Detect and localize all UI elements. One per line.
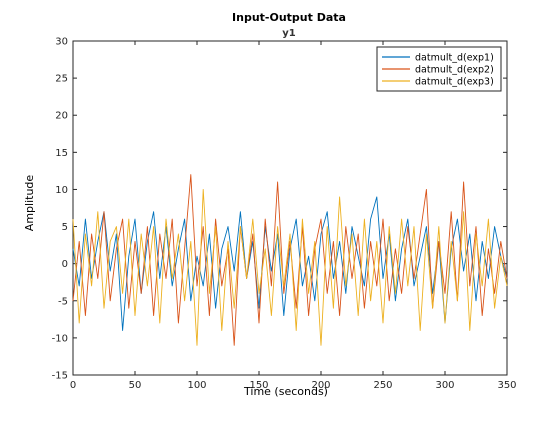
y-tick-label: 25 — [55, 74, 68, 85]
y-axis-label: Amplitude — [23, 175, 36, 232]
chart-title: Input-Output Data — [232, 11, 346, 24]
y-tick-label: 30 — [55, 37, 68, 48]
x-tick-label: 50 — [129, 380, 142, 391]
x-axis-label: Time (seconds) — [243, 385, 328, 398]
legend: datmult_d(exp1)datmult_d(exp2)datmult_d(… — [377, 47, 501, 91]
y-tick-label: -15 — [52, 371, 68, 382]
x-tick-label: 100 — [187, 380, 206, 391]
y-tick-label: 0 — [62, 259, 68, 270]
y-tick-label: -10 — [52, 333, 68, 344]
y-tick-label: 15 — [55, 148, 68, 159]
legend-label-3: datmult_d(exp3) — [415, 77, 494, 88]
x-tick-label: 0 — [70, 380, 76, 391]
legend-label-1: datmult_d(exp1) — [415, 53, 494, 64]
y-tick-label: 20 — [55, 111, 68, 122]
y-tick-label: 5 — [62, 222, 68, 233]
y-tick-label: 10 — [55, 185, 68, 196]
chart-subtitle: y1 — [282, 28, 296, 39]
x-tick-label: 300 — [435, 380, 454, 391]
x-tick-label: 250 — [373, 380, 392, 391]
y-tick-label: -5 — [58, 296, 68, 307]
x-tick-label: 350 — [497, 380, 516, 391]
legend-label-2: datmult_d(exp2) — [415, 65, 494, 76]
